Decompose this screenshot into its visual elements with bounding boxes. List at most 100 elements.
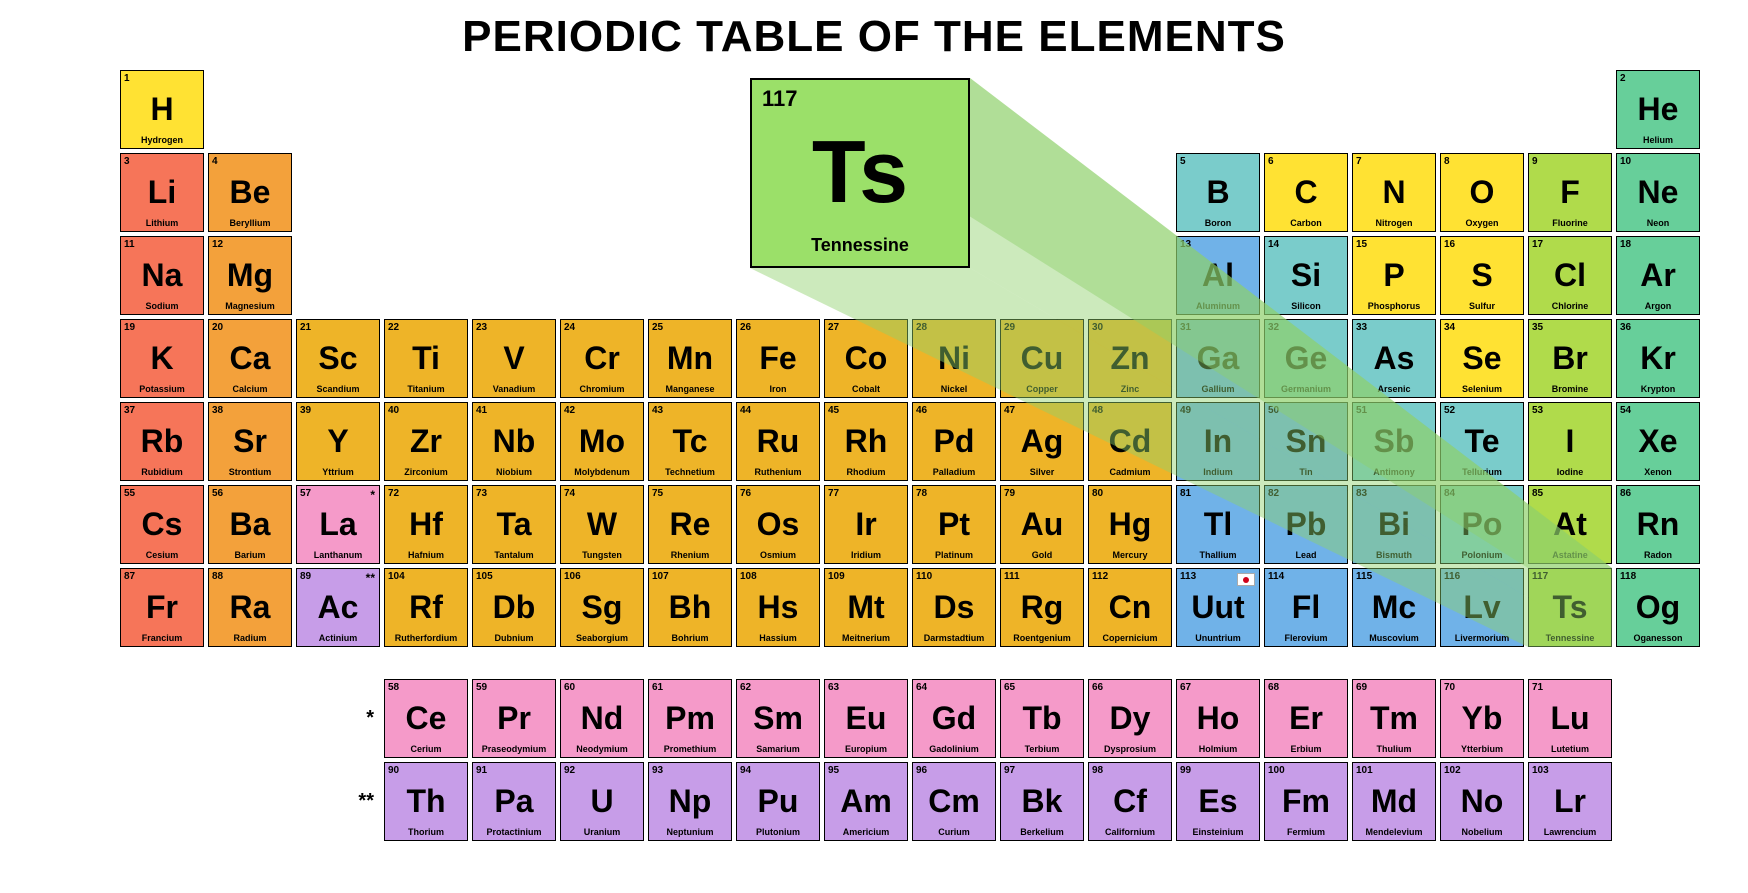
element-symbol: B bbox=[1177, 176, 1259, 208]
element-cell-si: 14SiSilicon bbox=[1264, 236, 1348, 315]
element-cell-o: 8OOxygen bbox=[1440, 153, 1524, 232]
element-name: Meitnerium bbox=[825, 633, 907, 643]
atomic-number: 36 bbox=[1620, 322, 1631, 333]
element-symbol: F bbox=[1529, 176, 1611, 208]
element-symbol: Ru bbox=[737, 425, 819, 457]
element-cell-nd: 60NdNeodymium bbox=[560, 679, 644, 758]
element-cell-n: 7NNitrogen bbox=[1352, 153, 1436, 232]
atomic-number: 83 bbox=[1356, 488, 1367, 499]
atomic-number: 1 bbox=[124, 73, 130, 84]
element-name: Palladium bbox=[913, 467, 995, 477]
element-name: Rhodium bbox=[825, 467, 907, 477]
atomic-number: 2 bbox=[1620, 73, 1626, 84]
element-symbol: Mn bbox=[649, 342, 731, 374]
element-name: Thorium bbox=[385, 827, 467, 837]
element-cell-dy: 66DyDysprosium bbox=[1088, 679, 1172, 758]
cell-star: * bbox=[370, 488, 375, 502]
element-name: Darmstadtium bbox=[913, 633, 995, 643]
element-cell-ga: 31GaGallium bbox=[1176, 319, 1260, 398]
element-name: Gold bbox=[1001, 550, 1083, 560]
atomic-number: 5 bbox=[1180, 156, 1186, 167]
element-symbol: Ac bbox=[297, 591, 379, 623]
element-name: Nickel bbox=[913, 384, 995, 394]
element-symbol: Kr bbox=[1617, 342, 1699, 374]
element-cell-pt: 78PtPlatinum bbox=[912, 485, 996, 564]
atomic-number: 90 bbox=[388, 765, 399, 776]
element-name: Arsenic bbox=[1353, 384, 1435, 394]
element-name: Protactinium bbox=[473, 827, 555, 837]
element-cell-hg: 80HgMercury bbox=[1088, 485, 1172, 564]
atomic-number: 76 bbox=[740, 488, 751, 499]
atomic-number: 71 bbox=[1532, 682, 1543, 693]
element-name: Einsteinium bbox=[1177, 827, 1259, 837]
element-cell-th: 90 Th Thorium bbox=[384, 762, 468, 841]
atomic-number: 117 bbox=[1532, 571, 1548, 582]
element-symbol: Ho bbox=[1177, 702, 1259, 734]
element-cell-ds: 110DsDarmstadtium bbox=[912, 568, 996, 647]
element-cell-mg: 12MgMagnesium bbox=[208, 236, 292, 315]
element-cell-lv: 116LvLivermorium bbox=[1440, 568, 1524, 647]
element-symbol: N bbox=[1353, 176, 1435, 208]
element-symbol: W bbox=[561, 508, 643, 540]
element-name: Lawrencium bbox=[1529, 827, 1611, 837]
element-cell-mo: 42MoMolybdenum bbox=[560, 402, 644, 481]
row-star: * bbox=[0, 707, 374, 730]
atomic-number: 48 bbox=[1092, 405, 1103, 416]
element-symbol: Pr bbox=[473, 702, 555, 734]
atomic-number: 55 bbox=[124, 488, 135, 499]
element-name: Tin bbox=[1265, 467, 1347, 477]
element-cell-rh: 45RhRhodium bbox=[824, 402, 908, 481]
atomic-number: 95 bbox=[828, 765, 839, 776]
element-symbol: Co bbox=[825, 342, 907, 374]
atomic-number: 72 bbox=[388, 488, 399, 499]
atomic-number: 103 bbox=[1532, 765, 1549, 776]
element-symbol: Nd bbox=[561, 702, 643, 734]
element-symbol: Ti bbox=[385, 342, 467, 374]
atomic-number: 98 bbox=[1092, 765, 1103, 776]
element-symbol: Bh bbox=[649, 591, 731, 623]
atomic-number: 79 bbox=[1004, 488, 1015, 499]
atomic-number: 91 bbox=[476, 765, 487, 776]
element-cell-rg: 111RgRoentgenium bbox=[1000, 568, 1084, 647]
element-name: Vanadium bbox=[473, 384, 555, 394]
atomic-number: 86 bbox=[1620, 488, 1631, 499]
element-name: Roentgenium bbox=[1001, 633, 1083, 643]
atomic-number: 50 bbox=[1268, 405, 1279, 416]
element-symbol: Ts bbox=[1529, 591, 1611, 623]
atomic-number: 20 bbox=[212, 322, 223, 333]
element-name: Nobelium bbox=[1441, 827, 1523, 837]
element-cell-f: 9FFluorine bbox=[1528, 153, 1612, 232]
atomic-number: 45 bbox=[828, 405, 839, 416]
element-symbol: Uut bbox=[1177, 591, 1259, 623]
element-cell-u: 92UUranium bbox=[560, 762, 644, 841]
atomic-number: 100 bbox=[1268, 765, 1285, 776]
element-cell-be: 4BeBeryllium bbox=[208, 153, 292, 232]
element-name: Copernicium bbox=[1089, 633, 1171, 643]
element-cell-hs: 108HsHassium bbox=[736, 568, 820, 647]
element-cell-fe: 26FeIron bbox=[736, 319, 820, 398]
element-name: Tennessine bbox=[1529, 633, 1611, 643]
callout-number: 117 bbox=[762, 86, 798, 112]
element-cell-eu: 63EuEuropium bbox=[824, 679, 908, 758]
element-cell-am: 95AmAmericium bbox=[824, 762, 908, 841]
element-symbol: Cs bbox=[121, 508, 203, 540]
element-name: Argon bbox=[1617, 301, 1699, 311]
atomic-number: 58 bbox=[388, 682, 399, 693]
element-name: Phosphorus bbox=[1353, 301, 1435, 311]
element-cell-ir: 77IrIridium bbox=[824, 485, 908, 564]
element-symbol: Cr bbox=[561, 342, 643, 374]
element-name: Indium bbox=[1177, 467, 1259, 477]
atomic-number: 23 bbox=[476, 322, 487, 333]
atomic-number: 46 bbox=[916, 405, 927, 416]
element-symbol: Pd bbox=[913, 425, 995, 457]
atomic-number: 94 bbox=[740, 765, 751, 776]
atomic-number: 38 bbox=[212, 405, 223, 416]
element-name: Scandium bbox=[297, 384, 379, 394]
element-name: Lithium bbox=[121, 218, 203, 228]
atomic-number: 34 bbox=[1444, 322, 1455, 333]
element-symbol: Hf bbox=[385, 508, 467, 540]
element-symbol: Th bbox=[385, 785, 467, 817]
element-name: Neon bbox=[1617, 218, 1699, 228]
element-cell-sb: 51SbAntimony bbox=[1352, 402, 1436, 481]
element-symbol: Mt bbox=[825, 591, 907, 623]
